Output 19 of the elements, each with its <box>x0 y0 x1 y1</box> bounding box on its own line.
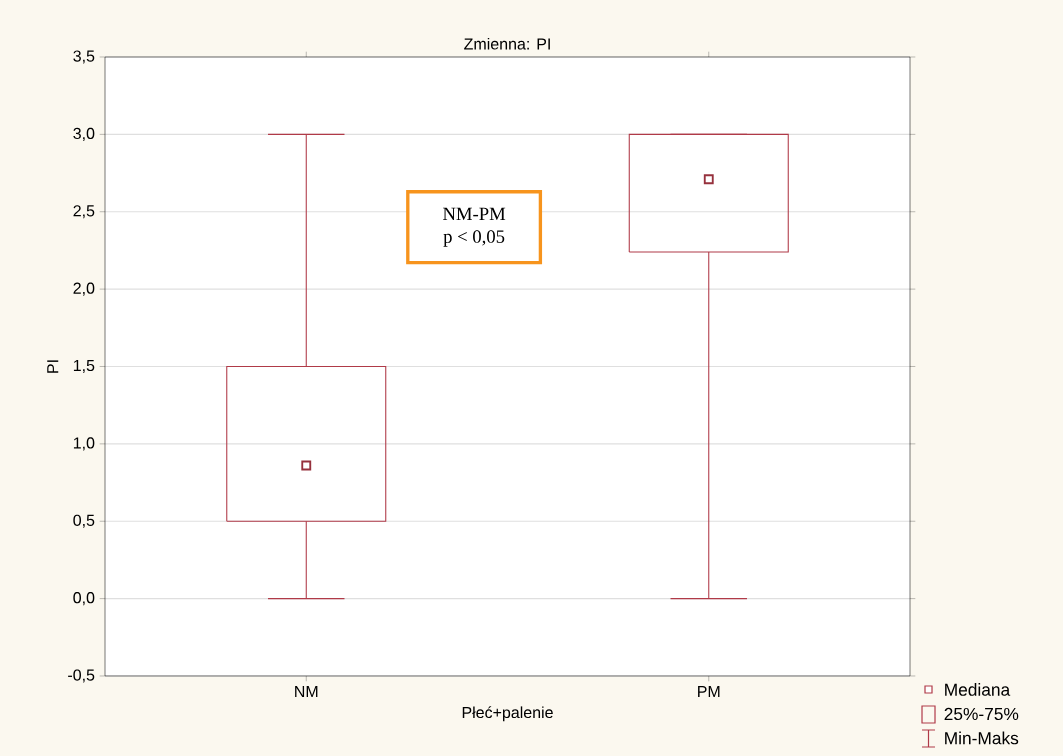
y-axis-title: PI <box>47 360 59 373</box>
y-tick-label: 0,5 <box>73 514 95 528</box>
annotation: NM-PM <box>443 207 506 221</box>
y-tick-label: 2,5 <box>73 205 95 219</box>
text: Mediana <box>945 683 1011 696</box>
x-axis-title: Płeć+palenie <box>462 706 553 722</box>
y-tick-label: 3,5 <box>73 50 95 64</box>
x-tick-label: NM <box>295 686 318 698</box>
y-tick-label: 0,0 <box>73 592 95 606</box>
annotation: p < 0,05 <box>443 230 505 247</box>
chart-title: Zmienna: PI <box>464 37 550 50</box>
y-tick-label: -0,5 <box>68 669 95 683</box>
x-tick-label: PM <box>698 686 720 698</box>
y-tick-label: 3,0 <box>73 127 95 141</box>
text: 25%-75% <box>944 707 1019 721</box>
y-tick-label: 1,0 <box>73 437 95 451</box>
y-tick-label: 1,5 <box>73 359 95 374</box>
text: Min-Maks <box>945 731 1019 745</box>
y-tick-label: 2,0 <box>73 282 95 296</box>
